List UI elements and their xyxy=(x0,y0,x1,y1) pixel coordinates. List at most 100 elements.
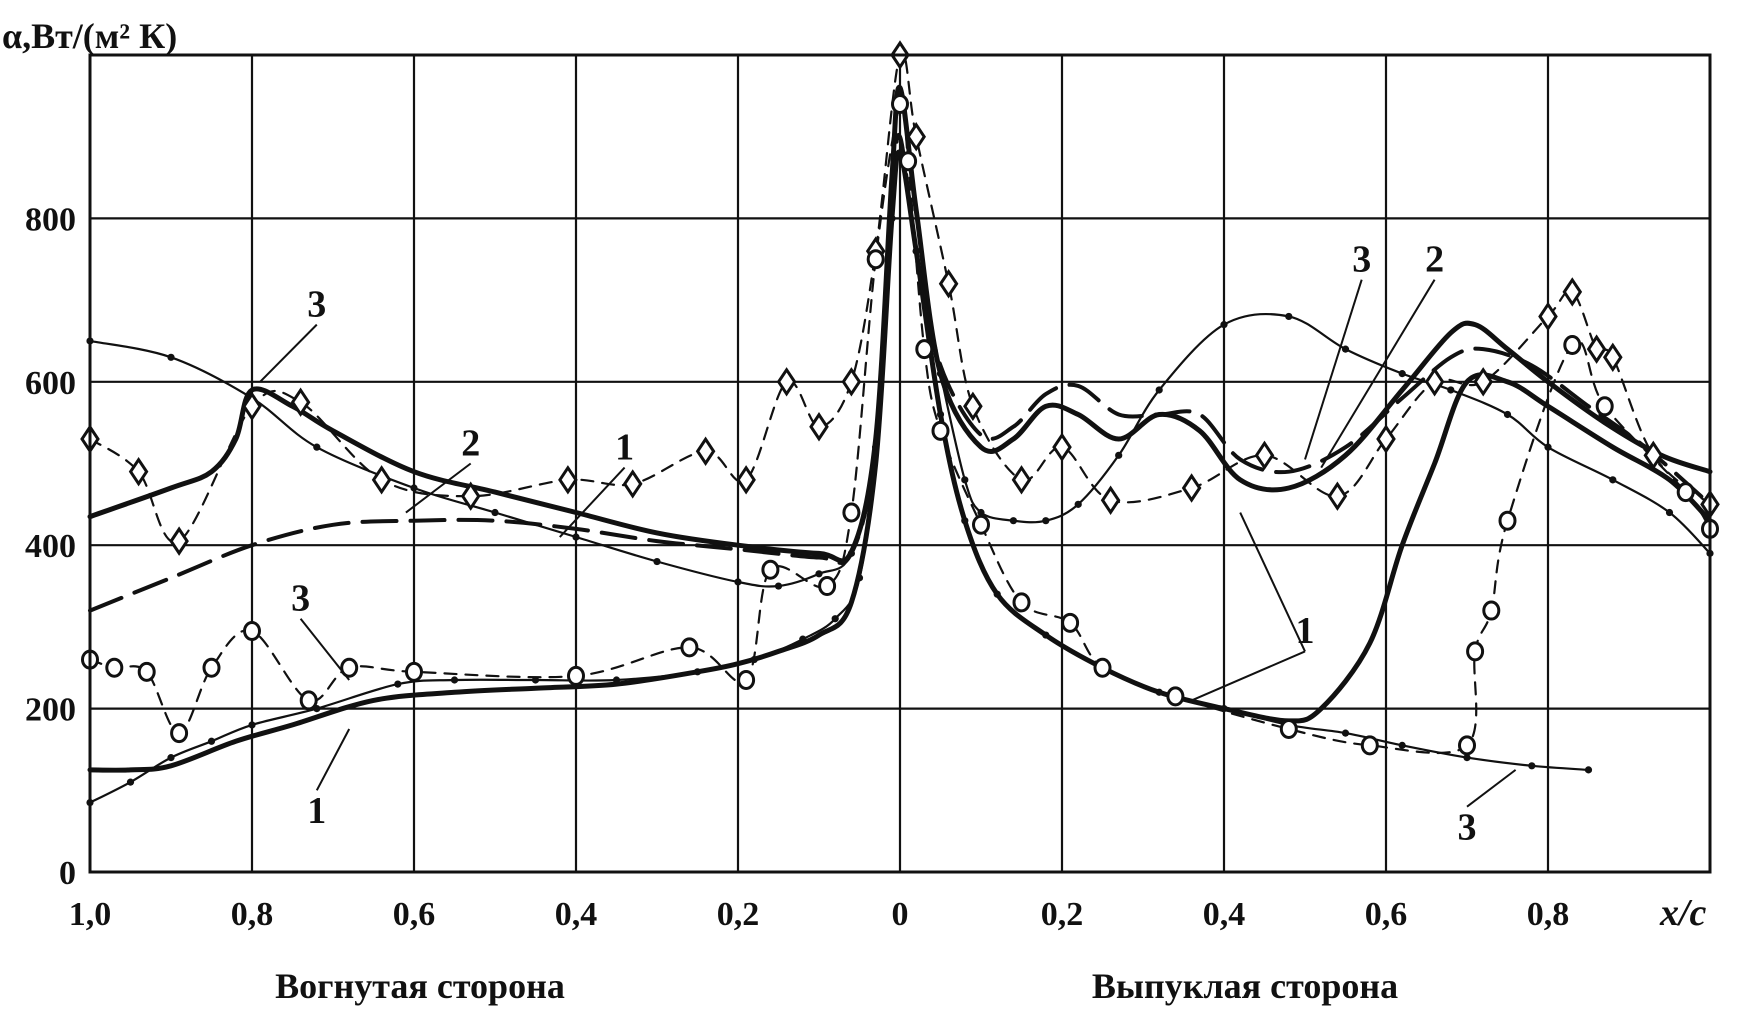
diamond-marker xyxy=(1181,473,1202,503)
series-3-dot xyxy=(572,533,580,541)
annotation-leader-6 xyxy=(1304,279,1363,460)
circle-marker xyxy=(1466,641,1485,662)
series-line-5 xyxy=(88,151,1590,804)
circle-marker xyxy=(1498,510,1517,531)
curve-label-8: 1 xyxy=(1296,610,1315,652)
series-5-dot xyxy=(1155,688,1163,696)
series-3-dot xyxy=(1665,508,1674,517)
series-3-dot xyxy=(1341,345,1350,353)
diamond-marker xyxy=(963,391,983,422)
circle-marker xyxy=(1093,657,1112,678)
series-5-dot xyxy=(612,676,621,684)
series-3-dot xyxy=(1609,476,1617,484)
x-tick-label-convex: 0,2 xyxy=(1041,896,1084,933)
series-3-dot xyxy=(936,370,945,378)
series-5-dot xyxy=(936,410,945,419)
series-3-dot xyxy=(1544,443,1552,451)
series-5-dot xyxy=(1042,631,1050,639)
series-3-dot xyxy=(1074,500,1082,508)
diamond-marker xyxy=(841,367,862,397)
circle-marker xyxy=(137,661,156,682)
caption-convex-side: Выпуклая сторона xyxy=(1092,966,1398,1006)
series-5-dot xyxy=(531,676,540,684)
series-5-dot xyxy=(888,214,896,222)
series-5-dot xyxy=(1220,705,1228,713)
circle-marker xyxy=(1279,719,1298,740)
series-3-dot xyxy=(653,557,661,566)
circle-marker xyxy=(680,637,699,658)
series-5-dot xyxy=(831,615,839,623)
circle-marker xyxy=(1482,600,1501,621)
circle-marker xyxy=(1166,686,1185,707)
series-3-dot xyxy=(961,476,969,484)
x-tick-label-convex: 0,6 xyxy=(1365,896,1408,933)
diamond-marker xyxy=(128,456,149,487)
x-tick-label-convex: 0,8 xyxy=(1527,896,1570,933)
x-tick-label-concave: 0,6 xyxy=(393,896,436,933)
curve-label-4: 3 xyxy=(291,578,310,620)
circle-marker xyxy=(1360,735,1379,756)
series-5-dot xyxy=(1398,741,1406,749)
series-5-dot xyxy=(126,778,135,786)
series-3-dot xyxy=(815,570,823,578)
series-3-dot xyxy=(410,484,418,492)
circle-marker xyxy=(1563,335,1582,356)
curve-label-6: 3 xyxy=(1352,239,1371,281)
diamond-marker xyxy=(736,465,756,495)
circle-marker xyxy=(170,723,189,744)
diamond-marker xyxy=(695,436,716,466)
y-tick-label: 600 xyxy=(25,365,76,402)
series-5-dot xyxy=(750,655,758,664)
series-5-dot xyxy=(872,443,880,451)
x-tick-label-concave: 0,4 xyxy=(555,896,598,933)
series-5-dot xyxy=(394,680,402,688)
series-3-dot xyxy=(847,549,856,557)
circle-marker xyxy=(243,620,261,641)
series-5-dot xyxy=(1528,762,1536,770)
y-tick-label: 800 xyxy=(25,201,76,238)
curve-label-3: 1 xyxy=(615,426,634,468)
circle-marker xyxy=(915,339,934,360)
circle-marker xyxy=(105,657,124,678)
diamond-marker xyxy=(1100,485,1121,515)
series-3-dot xyxy=(977,508,985,517)
y-axis-label: α,Вт/(м² К) xyxy=(2,16,177,56)
series-5-dot xyxy=(1584,766,1593,774)
diamond-marker xyxy=(809,412,829,442)
diamond-marker xyxy=(1011,465,1032,495)
circle-marker xyxy=(818,576,837,597)
series-5-dot xyxy=(912,247,920,255)
annotation-leader-1 xyxy=(259,323,318,383)
curve-label-1: 3 xyxy=(307,283,326,325)
series-3-dot xyxy=(774,582,783,590)
series-5-dot xyxy=(167,754,175,762)
series-3-dot xyxy=(167,353,175,361)
diamond-marker xyxy=(1052,432,1072,462)
series-5-dot xyxy=(855,574,864,582)
x-tick-label-concave: 1,0 xyxy=(69,896,112,933)
series-3-dot xyxy=(491,508,499,517)
series-3-dot xyxy=(313,443,321,451)
series-3-dot xyxy=(1042,517,1050,525)
curve-annotations: 3 2 1 3 1 3 2 1 3 xyxy=(259,239,1517,848)
diamond-marker xyxy=(1562,277,1583,307)
series-3-dot xyxy=(1447,386,1455,394)
y-tick-label: 400 xyxy=(25,528,76,565)
circle-marker xyxy=(931,420,950,441)
circle-marker xyxy=(340,657,359,678)
diamond-marker xyxy=(1643,440,1664,471)
circle-marker xyxy=(299,690,318,711)
diamond-marker xyxy=(1602,342,1623,372)
circle-marker xyxy=(899,151,918,172)
circle-marker xyxy=(1012,592,1031,613)
series-3-dot xyxy=(1503,410,1512,419)
diamond-marker xyxy=(558,465,578,495)
series-3-dot xyxy=(1155,386,1163,394)
series-5-dot xyxy=(248,721,256,729)
circle-marker xyxy=(1458,735,1476,756)
circle-marker xyxy=(1061,612,1080,633)
circle-marker xyxy=(737,670,756,691)
circle-marker xyxy=(567,665,585,686)
diamond-marker xyxy=(1424,367,1445,397)
series-5-dot xyxy=(450,676,459,684)
